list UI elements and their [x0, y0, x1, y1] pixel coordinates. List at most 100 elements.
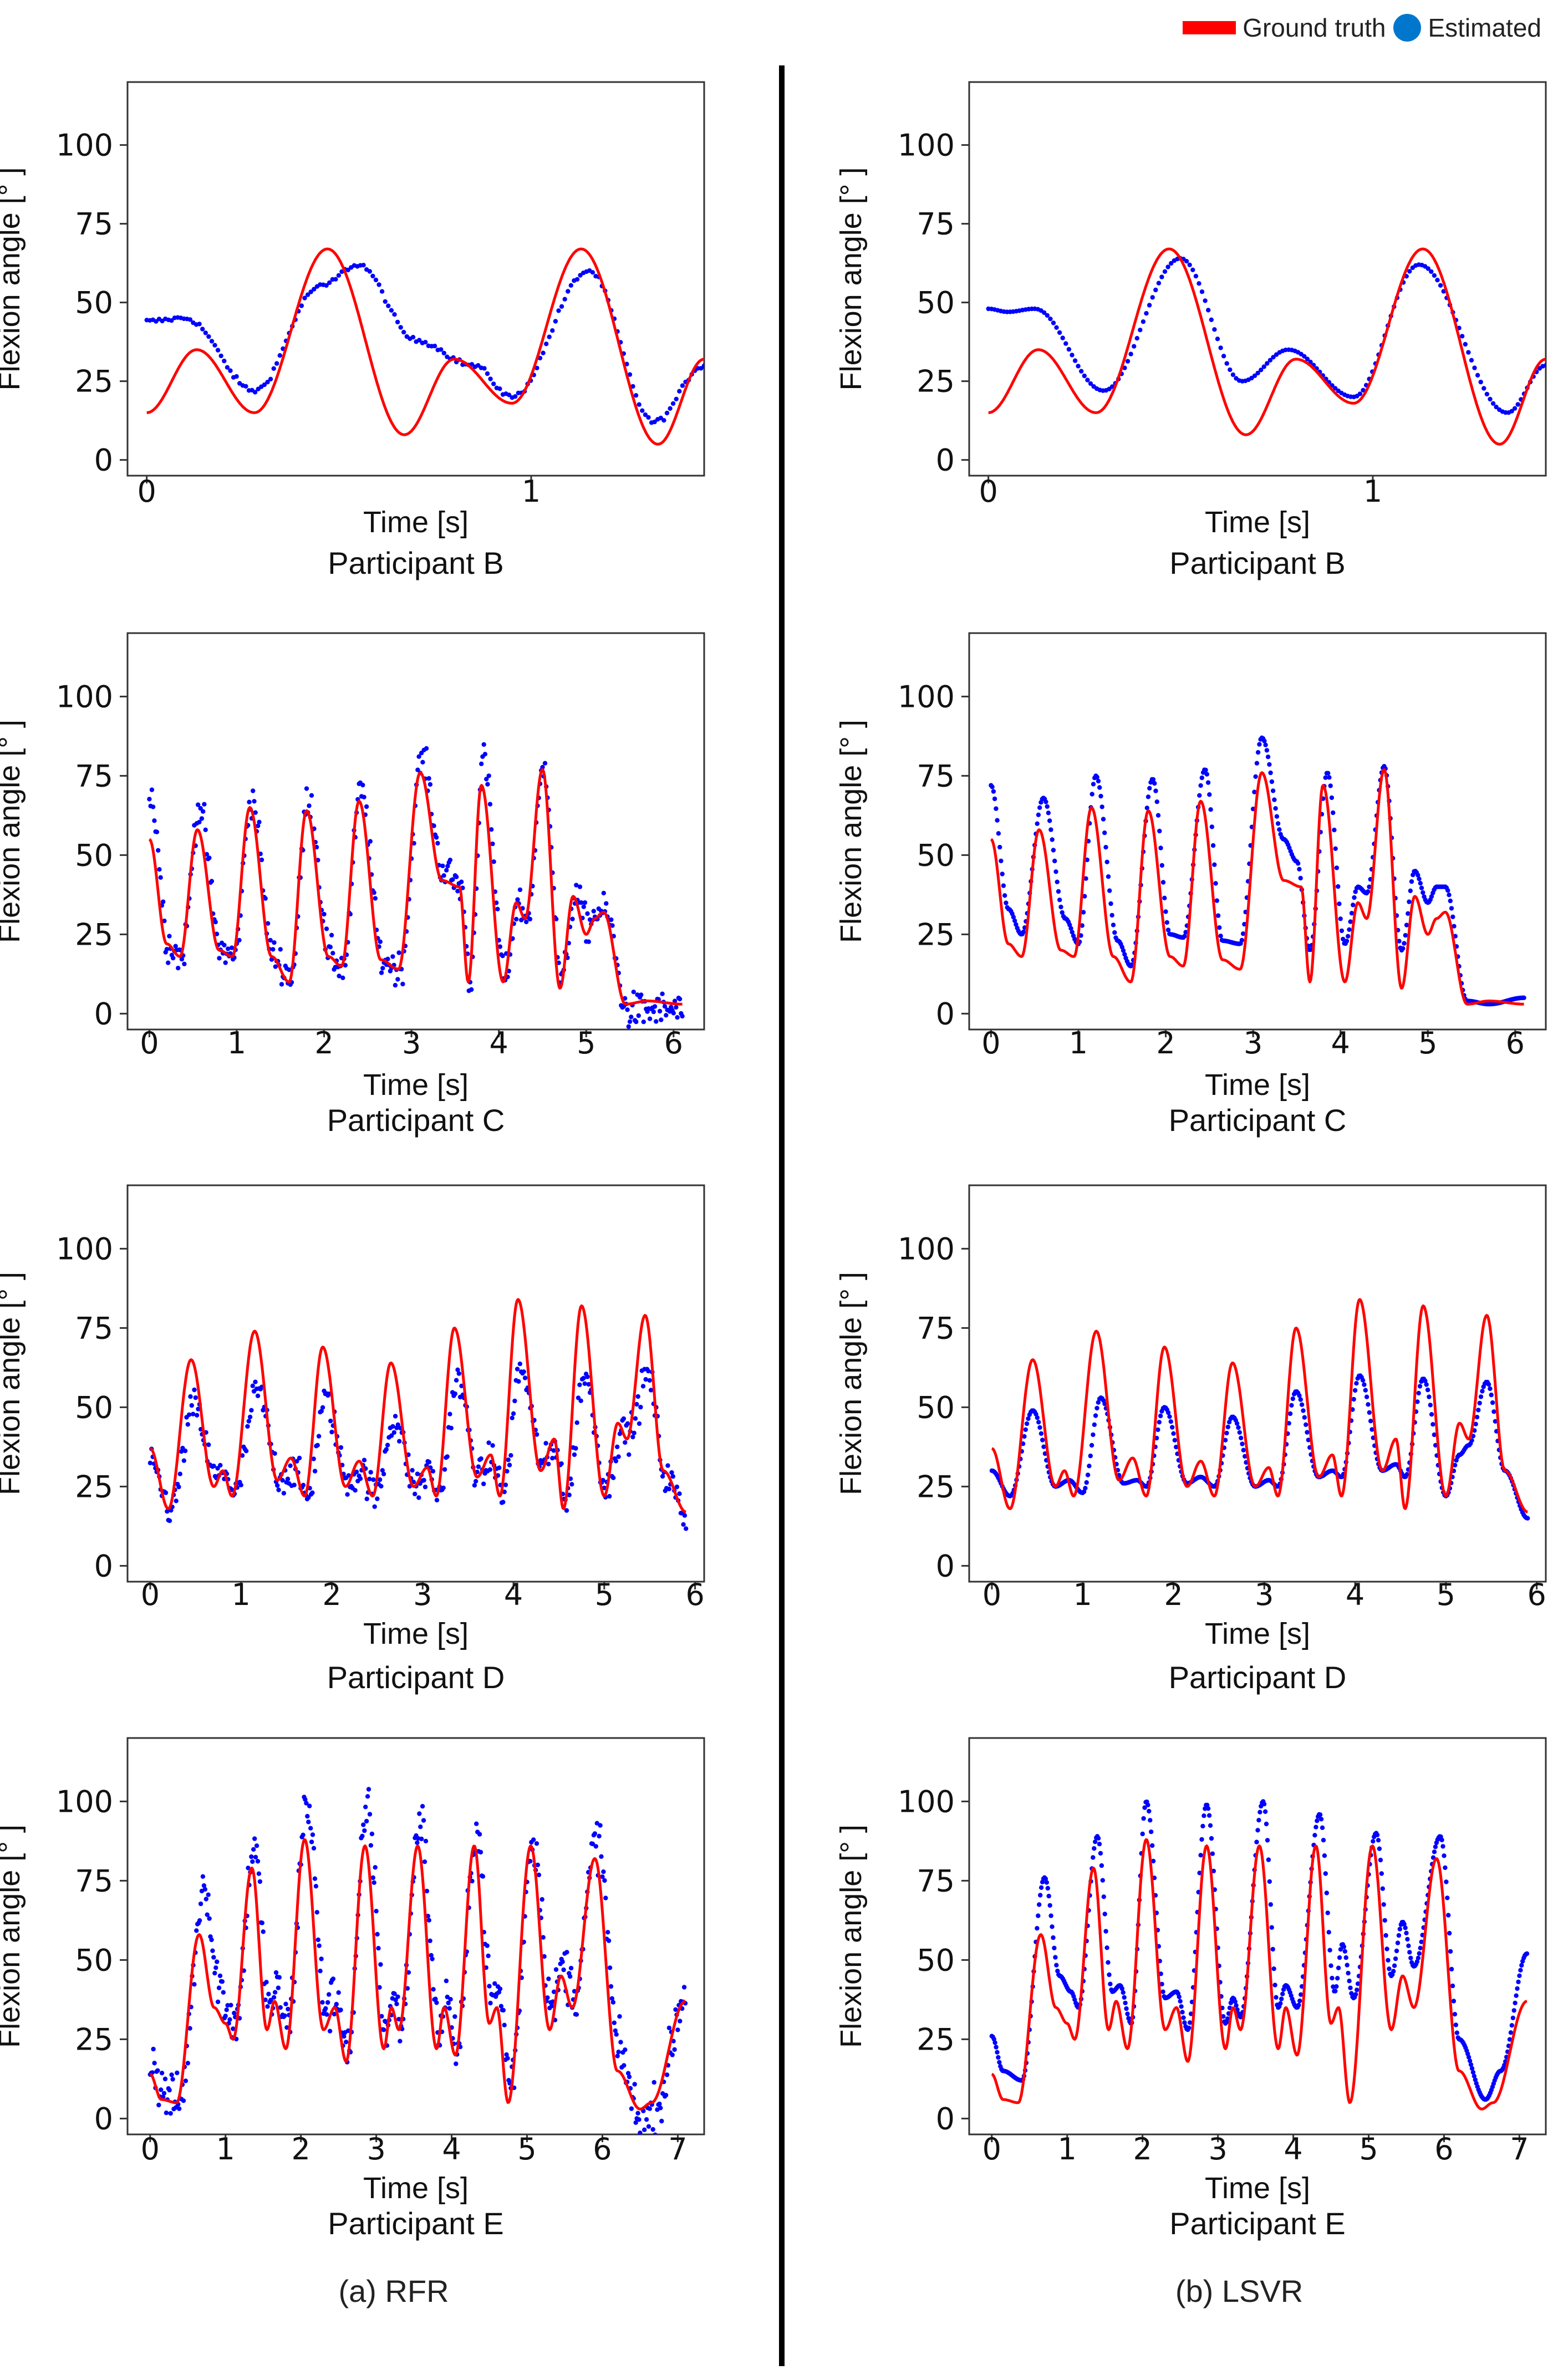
estimated-point — [198, 806, 203, 811]
estimated-point — [1197, 793, 1202, 798]
estimated-point — [1347, 1979, 1352, 1984]
estimated-point — [1414, 1959, 1420, 1964]
estimated-point — [631, 990, 637, 995]
estimated-point — [207, 1916, 212, 1921]
estimated-point — [600, 1874, 605, 1879]
estimated-point — [500, 954, 505, 959]
estimated-point — [675, 2027, 680, 2032]
estimated-point — [1083, 1486, 1088, 1491]
estimated-point — [1393, 1956, 1398, 1961]
estimated-point — [183, 2078, 189, 2083]
estimated-point — [364, 804, 369, 809]
estimated-point — [362, 1457, 367, 1462]
estimated-point — [223, 2014, 228, 2019]
estimated-point — [1312, 1833, 1317, 1838]
estimated-point — [278, 2005, 283, 2010]
estimated-point — [1299, 1402, 1305, 1407]
estimated-point — [1277, 827, 1282, 832]
estimated-point — [1160, 880, 1166, 885]
estimated-point — [603, 1895, 608, 1900]
estimated-point — [206, 334, 211, 339]
estimated-point — [1054, 325, 1059, 330]
estimated-point — [261, 1929, 266, 1934]
estimated-point — [167, 1518, 172, 1523]
estimated-point — [542, 1954, 547, 1959]
estimated-point — [574, 277, 580, 282]
estimated-point — [1417, 876, 1422, 881]
x-axis-label: Time [s] — [363, 506, 469, 539]
x-tick-label: 6 — [593, 2132, 612, 2167]
estimated-point — [1268, 770, 1273, 776]
estimated-point — [497, 1465, 502, 1470]
estimated-point — [1355, 1987, 1360, 1992]
estimated-point — [256, 1871, 262, 1876]
series-group — [989, 1799, 1530, 2111]
estimated-point — [577, 884, 583, 889]
estimated-point — [485, 782, 490, 787]
estimated-point — [1054, 1963, 1059, 1968]
estimated-point — [585, 1374, 590, 1379]
estimated-point — [1416, 1955, 1421, 1960]
estimated-point — [314, 1910, 319, 1915]
estimated-point — [243, 1449, 249, 1454]
estimated-point — [1165, 927, 1171, 932]
estimated-point — [1081, 910, 1086, 915]
estimated-point — [1215, 913, 1221, 918]
estimated-point — [259, 1920, 264, 1925]
estimated-point — [1387, 1966, 1392, 1971]
estimated-point — [328, 945, 333, 950]
estimated-point — [636, 1013, 641, 1018]
estimated-point — [1519, 1963, 1524, 1968]
estimated-point — [1097, 785, 1102, 790]
estimated-point — [1525, 1516, 1530, 1521]
estimated-point — [1182, 934, 1187, 939]
estimated-point — [379, 289, 385, 294]
estimated-point — [1368, 1419, 1373, 1424]
estimated-point — [1147, 1808, 1152, 1814]
estimated-point — [1404, 1472, 1409, 1477]
estimated-point — [272, 1990, 278, 1995]
estimated-point — [1405, 1936, 1410, 1942]
estimated-point — [238, 1482, 243, 1487]
estimated-point — [1104, 1945, 1109, 1950]
estimated-point — [389, 308, 394, 313]
estimated-point — [478, 1456, 483, 1461]
estimated-point — [1158, 845, 1163, 850]
estimated-point — [337, 974, 342, 978]
estimated-point — [393, 982, 398, 988]
estimated-point — [1438, 283, 1443, 288]
x-tick-label: 4 — [1331, 1026, 1350, 1061]
estimated-point — [342, 2034, 347, 2039]
estimated-point — [1330, 1975, 1335, 1981]
estimated-point — [307, 803, 312, 808]
estimated-point — [247, 1414, 253, 1420]
estimated-point — [154, 829, 160, 834]
estimated-point — [590, 1841, 595, 1847]
estimated-point — [218, 353, 223, 359]
estimated-point — [209, 1937, 214, 1943]
estimated-point — [312, 1469, 318, 1474]
estimated-point — [607, 1965, 613, 1970]
estimated-point — [1380, 1886, 1385, 1891]
estimated-point — [1289, 1403, 1294, 1408]
estimated-point — [304, 786, 309, 791]
x-tick-label: 3 — [1244, 1026, 1262, 1061]
y-tick-label: 0 — [936, 996, 955, 1031]
estimated-point — [677, 996, 683, 1002]
estimated-point — [1419, 1939, 1424, 1944]
estimated-point — [381, 1471, 386, 1476]
estimated-point — [482, 752, 488, 757]
estimated-point — [643, 412, 648, 417]
estimated-point — [237, 937, 242, 943]
estimated-point — [345, 1492, 350, 1497]
estimated-point — [361, 1822, 366, 1827]
estimated-point — [264, 1980, 269, 1985]
estimated-point — [1439, 1837, 1444, 1843]
estimated-point — [380, 966, 385, 971]
estimated-point — [434, 1497, 440, 1503]
estimated-point — [391, 1430, 396, 1435]
estimated-point — [1427, 1394, 1432, 1399]
estimated-point — [637, 1421, 642, 1426]
estimated-point — [243, 384, 248, 389]
estimated-point — [1122, 1995, 1127, 2000]
